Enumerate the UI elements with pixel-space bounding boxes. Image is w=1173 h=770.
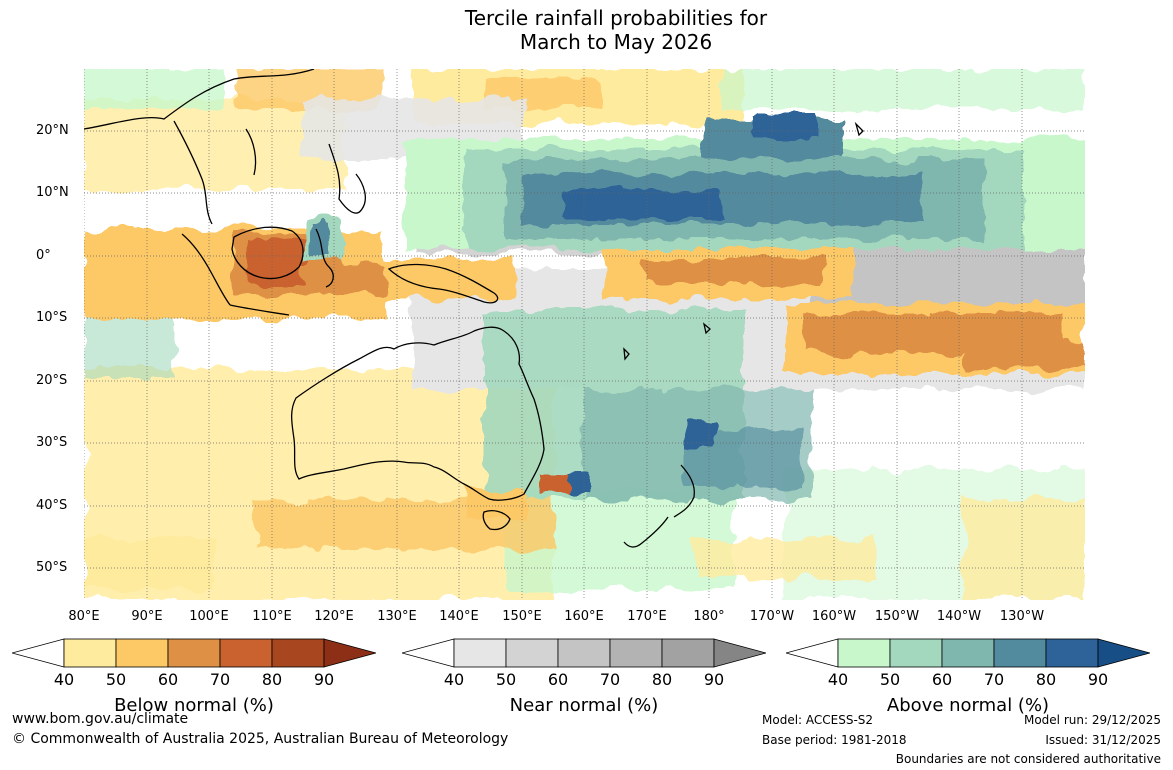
longitude-label: 100°E: [189, 609, 229, 624]
colorbar-tick-label: 60: [547, 670, 569, 689]
coastlines: [84, 69, 864, 548]
colorbar-segment: [219, 638, 273, 668]
nz-south-island: [623, 516, 669, 548]
boundaries-disclaimer: Boundaries are not considered authoritat…: [895, 752, 1161, 766]
colorbar-tick-label: 90: [1087, 670, 1109, 689]
near-normal-legend-title: Near normal (%): [509, 695, 659, 716]
sumatra-outline: [181, 233, 231, 306]
latitude-label: 50°S: [36, 560, 68, 575]
colorbar-segment: [453, 638, 507, 668]
latitude-label: 10°S: [36, 310, 68, 325]
above-normal-legend-title: Above normal (%): [886, 695, 1050, 716]
longitude-label: 150°E: [502, 609, 542, 624]
colorbar-segment: [993, 638, 1047, 668]
latitude-label: 10°N: [36, 185, 69, 200]
map-title-line-2: March to May 2026: [519, 30, 713, 54]
copyright-text: © Commonwealth of Australia 2025, Austra…: [12, 731, 509, 747]
map-title-line-1: Tercile rainfall probabilities for: [464, 6, 768, 30]
near-normal-colorbar: [402, 638, 766, 668]
below-normal-legend-title: Below normal (%): [114, 695, 274, 716]
new-guinea-outline: [387, 263, 499, 304]
colorbar-tick-label: 80: [261, 670, 283, 689]
colorbar-tick-label: 40: [443, 670, 465, 689]
colorbar-segment: [271, 638, 325, 668]
hawaii-outline: [854, 121, 864, 137]
colorbar-segment: [115, 638, 169, 668]
colorbar-segment: [941, 638, 995, 668]
colorbar-tick-label: 70: [599, 670, 621, 689]
longitude-label: 130°E: [377, 609, 417, 624]
below-normal-colorbar: [12, 638, 376, 668]
longitude-label: 150°W: [874, 609, 920, 624]
colorbar-segment: [63, 638, 117, 668]
tasmania-outline: [482, 510, 511, 531]
longitude-label: 140°E: [439, 609, 479, 624]
colorbar-segment: [837, 638, 891, 668]
colorbar-lower-extend: [786, 638, 839, 668]
colorbar-tick-label: 90: [703, 670, 725, 689]
longitude-label: 180°: [693, 609, 725, 624]
model-name: Model: ACCESS-S2: [762, 713, 874, 727]
graticule: [84, 69, 1085, 600]
colorbar-segment: [557, 638, 611, 668]
colorbar-segment: [167, 638, 221, 668]
colorbar-segment: [1045, 638, 1099, 668]
website-link[interactable]: www.bom.gov.au/climate: [12, 711, 189, 727]
longitude-label: 170°W: [749, 609, 795, 624]
colorbar-segment: [889, 638, 943, 668]
colorbar-tick-label: 60: [157, 670, 179, 689]
colorbar-tick-label: 80: [1035, 670, 1057, 689]
base-period: Base period: 1981-2018: [762, 733, 907, 747]
model-run-date: Model run: 29/12/2025: [1023, 713, 1161, 727]
asia-coast-north: [84, 69, 315, 130]
colorbar-upper-extend: [713, 638, 766, 668]
colorbar-tick-label: 70: [983, 670, 1005, 689]
latitude-label: 40°S: [36, 498, 68, 513]
colorbar-tick-label: 50: [495, 670, 517, 689]
colorbar-lower-extend: [12, 638, 65, 668]
longitude-label: 130°W: [999, 609, 1045, 624]
colorbar-tick-label: 80: [651, 670, 673, 689]
longitude-label: 160°E: [564, 609, 604, 624]
philippines-outline: [328, 143, 366, 214]
indochina-coast: [173, 120, 213, 225]
colorbar-segment: [661, 638, 715, 668]
colorbar-tick-label: 50: [879, 670, 901, 689]
colorbar-segment: [505, 638, 559, 668]
fiji-outline: [702, 322, 711, 335]
colorbar-tick-label: 40: [827, 670, 849, 689]
longitude-label: 110°E: [252, 609, 292, 624]
longitude-label: 120°E: [314, 609, 354, 624]
colorbar-tick-label: 90: [313, 670, 335, 689]
colorbar-upper-extend: [323, 638, 376, 668]
colorbar-tick-label: 50: [105, 670, 127, 689]
colorbar-upper-extend: [1097, 638, 1150, 668]
vanuatu-outline: [623, 347, 630, 361]
australia-outline: [290, 326, 545, 501]
longitude-label: 170°E: [627, 609, 667, 624]
probability-field: [84, 69, 1085, 600]
longitude-label: 140°W: [936, 609, 982, 624]
latitude-label: 20°N: [36, 123, 69, 138]
latitude-label: 30°S: [36, 435, 68, 450]
colorbar-lower-extend: [402, 638, 455, 668]
nz-north-island: [673, 464, 695, 518]
java-outline: [229, 304, 290, 316]
map-canvas: [84, 69, 1085, 600]
latitude-label: 20°S: [36, 373, 68, 388]
colorbar-segment: [609, 638, 663, 668]
longitude-label: 160°W: [811, 609, 857, 624]
issued-date: Issued: 31/12/2025: [1045, 733, 1161, 747]
above-normal-colorbar: [786, 638, 1150, 668]
longitude-label: 90°E: [131, 609, 163, 624]
latitude-label: 0°: [36, 248, 51, 263]
colorbar-tick-label: 60: [931, 670, 953, 689]
rainfall-probability-map: [84, 69, 1085, 600]
colorbar-tick-label: 40: [53, 670, 75, 689]
longitude-label: 80°E: [68, 609, 100, 624]
vietnam-coast: [245, 128, 257, 176]
sulawesi-outline: [315, 228, 334, 288]
borneo-outline: [231, 226, 304, 280]
colorbar-tick-label: 70: [209, 670, 231, 689]
